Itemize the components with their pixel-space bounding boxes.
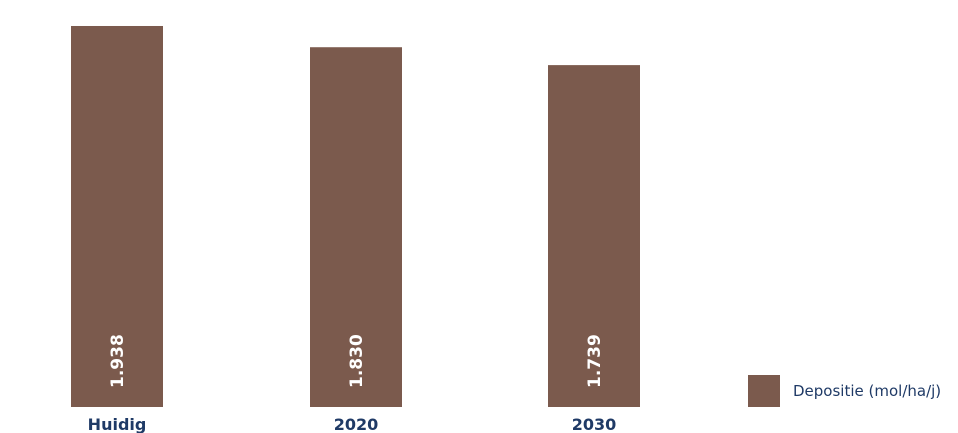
bar-huidig (71, 25, 163, 408)
bar-value-label: 1.830 (347, 334, 367, 388)
category-label: 2030 (572, 415, 617, 433)
bar-2030 (548, 65, 640, 407)
legend-swatch (748, 375, 780, 407)
legend: Depositie (mol/ha/j) (748, 375, 941, 407)
bar-value-label: 1.938 (108, 334, 128, 388)
legend-label: Depositie (mol/ha/j) (793, 382, 942, 400)
category-label: Huidig (88, 415, 147, 433)
category-label: 2020 (334, 415, 379, 433)
bar-value-label: 1.739 (585, 334, 605, 388)
bar-2020 (310, 47, 402, 408)
